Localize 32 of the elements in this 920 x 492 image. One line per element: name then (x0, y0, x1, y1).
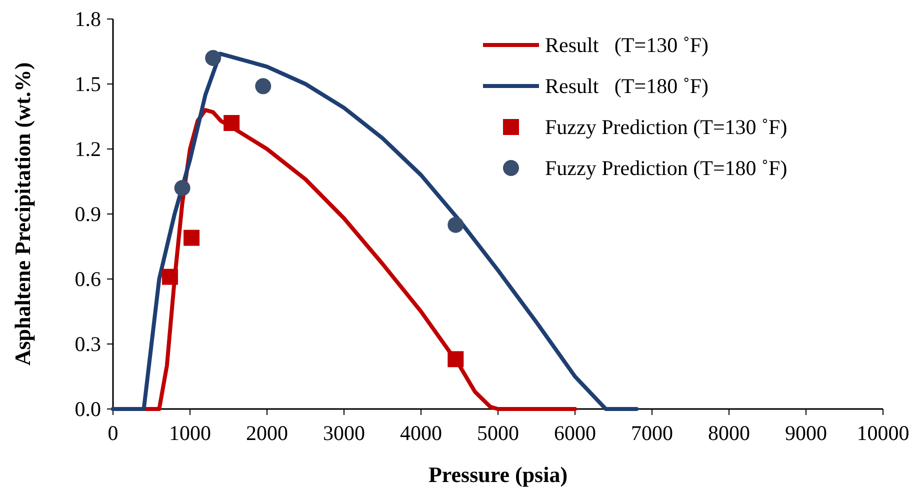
legend-label: Fuzzy Prediction (T=130 ˚F) (545, 115, 788, 139)
x-tick-label: 4000 (400, 421, 442, 445)
x-tick-label: 6000 (554, 421, 596, 445)
y-tick-label: 0.6 (74, 267, 101, 291)
legend-label: Result (T=130 ˚F) (545, 33, 709, 57)
x-tick-label: 3000 (323, 421, 365, 445)
y-tick-label: 1.2 (74, 137, 101, 161)
legend-label: Result (T=180 ˚F) (545, 74, 709, 98)
point (174, 180, 190, 196)
y-tick-label: 0.9 (74, 202, 101, 226)
y-tick-label: 1.5 (74, 72, 101, 96)
x-tick-label: 8000 (708, 421, 750, 445)
x-tick-label: 1000 (169, 421, 211, 445)
x-tick-label: 2000 (246, 421, 288, 445)
x-tick-label: 9000 (785, 421, 827, 445)
point (255, 78, 272, 94)
x-tick-label: 10000 (856, 421, 910, 445)
point (162, 268, 178, 285)
x-tick-label: 0 (108, 421, 118, 445)
x-tick-label: 7000 (631, 421, 673, 445)
legend-label: Fuzzy Prediction (T=180 ˚F) (545, 156, 788, 180)
x-tick-label: 5000 (477, 421, 519, 445)
point (224, 115, 240, 131)
x-axis-title: Pressure (psia) (428, 462, 568, 487)
y-axis-title: Asphaltene Precipitation (wt.%) (10, 62, 35, 366)
y-tick-label: 0.3 (74, 332, 101, 356)
y-tick-label: 0.0 (74, 397, 101, 421)
point (184, 230, 200, 246)
point (205, 50, 222, 66)
point (448, 351, 464, 368)
point (448, 216, 464, 233)
y-tick-label: 1.8 (74, 7, 101, 31)
